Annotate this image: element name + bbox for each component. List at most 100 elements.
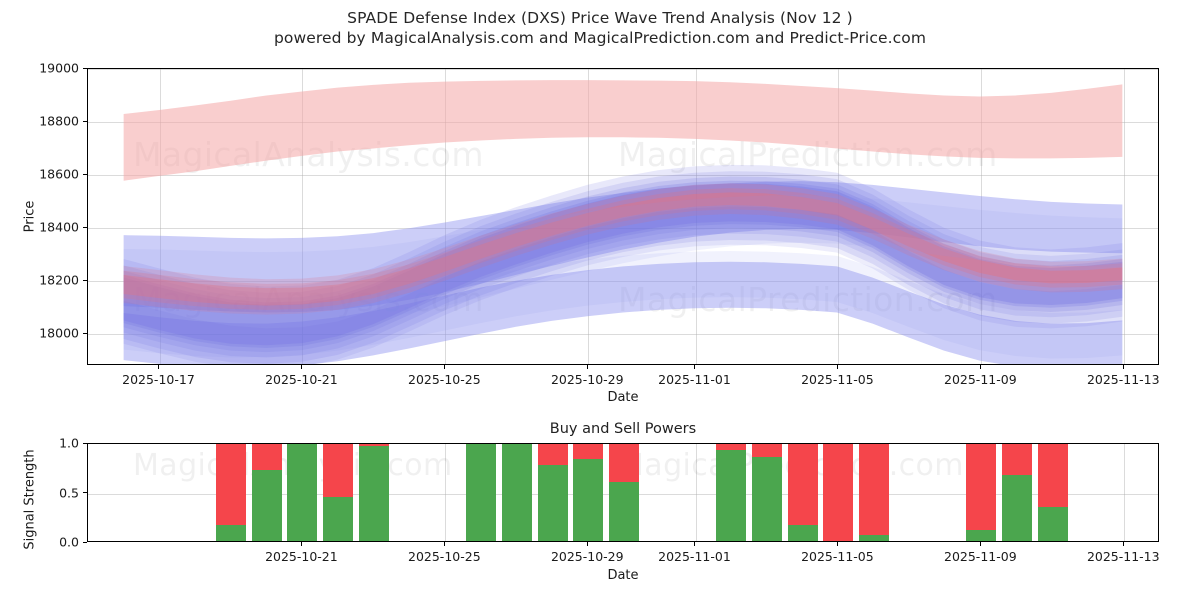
signal-bar[interactable] xyxy=(1037,444,1068,541)
price-band xyxy=(123,251,1123,359)
x-tick-mark xyxy=(300,365,303,369)
buy-power-segment xyxy=(573,458,604,541)
signal-bar[interactable] xyxy=(609,444,639,541)
gridline-horizontal xyxy=(88,69,1158,70)
date-axis-label-top: Date xyxy=(607,390,639,405)
buy-power-segment xyxy=(716,449,747,541)
y-tick-mark xyxy=(83,442,87,444)
y-tick-label: 18800 xyxy=(39,113,79,129)
y-tick-mark xyxy=(83,332,87,334)
x-tick-label: 2025-10-25 xyxy=(408,372,481,387)
buy-power-segment xyxy=(287,444,318,541)
signal-bar[interactable] xyxy=(215,444,246,541)
price-band xyxy=(123,261,1123,364)
buy-power-segment xyxy=(859,535,890,541)
buy-power-segment xyxy=(215,525,246,541)
x-tick-label: 2025-11-01 xyxy=(658,372,731,387)
buy-power-segment xyxy=(751,456,782,541)
gridline-horizontal xyxy=(88,175,1158,177)
sell-power-segment xyxy=(823,444,854,541)
gridline-horizontal xyxy=(88,281,1158,283)
x-tick-mark xyxy=(443,542,446,546)
sell-power-segment xyxy=(1002,444,1033,475)
gridline-vertical xyxy=(695,69,697,364)
sell-power-segment xyxy=(966,444,997,531)
buy-sell-title: Buy and Sell Powers xyxy=(549,421,697,437)
signal-bar[interactable] xyxy=(859,444,890,541)
signal-bar[interactable] xyxy=(573,444,604,541)
gridline-vertical xyxy=(445,69,447,364)
gridline-horizontal xyxy=(88,228,1158,230)
price-band xyxy=(123,194,1123,327)
signal-strength-axis-label: Signal Strength xyxy=(22,449,38,550)
y-tick-mark xyxy=(83,173,87,175)
signal-bar[interactable] xyxy=(966,444,997,541)
price-band xyxy=(123,183,1123,315)
price-axis-label: Price xyxy=(22,200,38,233)
signal-bar[interactable] xyxy=(1002,444,1033,541)
x-tick-label: 2025-10-21 xyxy=(265,372,338,387)
buy-power-segment xyxy=(1002,474,1033,541)
price-wave-bands xyxy=(123,80,1123,364)
y-tick-mark xyxy=(83,120,87,122)
y-tick-label: 18400 xyxy=(39,219,79,235)
signal-bar[interactable] xyxy=(323,444,354,541)
signal-bar[interactable] xyxy=(716,444,747,541)
x-tick-label: 2025-10-21 xyxy=(265,549,338,564)
buy-power-segment xyxy=(323,497,354,541)
signal-bar[interactable] xyxy=(251,444,282,541)
date-axis-label-bottom: Date xyxy=(607,568,639,583)
buy-power-segment xyxy=(609,481,639,541)
buy-power-segment xyxy=(537,464,568,541)
x-tick-mark xyxy=(979,542,982,546)
x-tick-mark xyxy=(443,365,446,369)
sell-power-segment xyxy=(1037,444,1068,508)
gridline-vertical xyxy=(695,444,697,541)
x-tick-mark xyxy=(586,542,588,546)
signal-bar[interactable] xyxy=(287,444,318,541)
buy-power-segment xyxy=(358,446,389,541)
signal-bar[interactable] xyxy=(537,444,568,541)
sell-power-segment xyxy=(859,444,890,536)
gridline-vertical xyxy=(445,444,447,541)
sell-power-segment xyxy=(358,444,389,446)
y-tick-mark xyxy=(83,226,87,228)
signal-bar[interactable] xyxy=(501,444,532,541)
price-band xyxy=(123,188,1123,310)
y-tick-label: 18200 xyxy=(39,272,79,288)
buy-power-segment xyxy=(251,469,282,541)
price-band xyxy=(123,171,1123,358)
price-band xyxy=(123,192,1123,306)
gridline-vertical xyxy=(588,69,590,364)
x-tick-mark xyxy=(300,542,303,546)
buy-power-segment xyxy=(966,530,997,541)
x-tick-label: 2025-10-25 xyxy=(408,549,481,564)
signal-bar[interactable] xyxy=(823,444,854,541)
x-tick-mark xyxy=(979,365,982,369)
x-tick-label: 2025-11-09 xyxy=(944,372,1017,387)
sell-power-segment xyxy=(323,444,354,498)
gridline-vertical xyxy=(159,69,161,364)
price-band xyxy=(123,180,1123,348)
sell-power-segment xyxy=(751,444,782,457)
gridline-vertical xyxy=(1124,444,1126,541)
x-tick-mark xyxy=(1122,542,1124,546)
signal-bar[interactable] xyxy=(358,444,389,541)
gridline-vertical xyxy=(981,69,983,364)
y-tick-label: 0.0 xyxy=(59,534,79,550)
price-band xyxy=(123,176,1123,353)
signal-bar[interactable] xyxy=(751,444,782,541)
y-tick-label: 18600 xyxy=(39,166,79,182)
x-tick-mark xyxy=(586,365,588,369)
x-tick-label: 2025-11-05 xyxy=(801,372,874,387)
price-band xyxy=(123,181,1123,313)
x-tick-label: 2025-11-13 xyxy=(1086,372,1160,387)
sell-power-segment xyxy=(573,444,604,459)
signal-bar[interactable] xyxy=(787,444,818,541)
gridline-vertical xyxy=(1124,69,1126,364)
signal-bar[interactable] xyxy=(466,444,497,541)
x-tick-label: 2025-11-05 xyxy=(801,549,874,564)
price-band xyxy=(123,183,1123,346)
x-tick-label: 2025-10-29 xyxy=(550,549,624,564)
x-tick-mark xyxy=(157,365,160,369)
